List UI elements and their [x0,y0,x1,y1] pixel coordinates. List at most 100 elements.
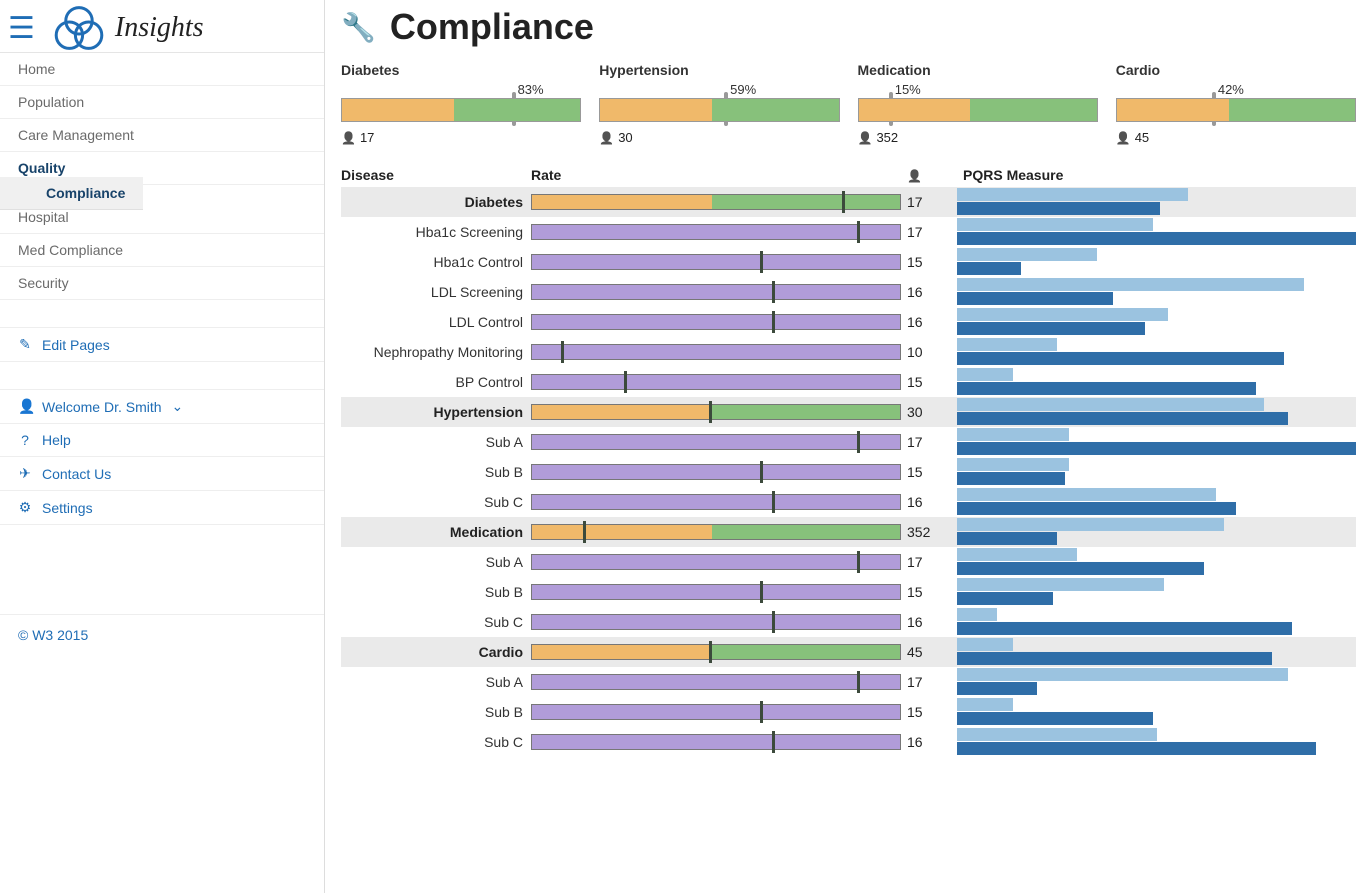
row-rate [531,637,901,667]
row-count: 17 [901,427,957,457]
row-label: Sub C [341,607,531,637]
summary-pct: 42% [1218,82,1244,97]
person-icon [858,130,873,145]
row-count: 15 [901,247,957,277]
sidebar-item-security[interactable]: Security [0,267,324,300]
row-pqrs [957,577,1356,607]
row-pqrs [957,187,1356,217]
row-rate [531,427,901,457]
rate-bar [531,584,901,600]
table-row[interactable]: Hba1c Screening 17 [341,217,1356,247]
summary-count: 45 [1116,130,1356,145]
table-row[interactable]: Hba1c Control 15 [341,247,1356,277]
row-label: Hba1c Control [341,247,531,277]
table-row[interactable]: Sub C 16 [341,727,1356,757]
table-row[interactable]: Sub B 15 [341,577,1356,607]
table-row[interactable]: Sub C 16 [341,487,1356,517]
row-rate [531,547,901,577]
table-row[interactable]: BP Control 15 [341,367,1356,397]
row-count: 17 [901,667,957,697]
summary-bar: 83% [341,84,581,124]
summary-card[interactable]: Cardio 42% 45 [1116,62,1356,145]
contact-us-label: Contact Us [42,466,111,482]
row-count: 16 [901,277,957,307]
pqrs-bar-dark [957,472,1065,485]
row-pqrs [957,697,1356,727]
rate-bar [531,734,901,750]
col-header-count [901,167,957,183]
summary-title: Medication [858,62,1098,78]
rate-bar [531,284,901,300]
table-group-header[interactable]: Cardio 45 [341,637,1356,667]
pencil-icon: ✎ [18,336,32,353]
rate-marker [772,731,775,753]
pqrs-bar-light [957,428,1069,441]
summary-card[interactable]: Medication 15% 352 [858,62,1098,145]
row-pqrs [957,307,1356,337]
pqrs-bar-dark [957,442,1356,455]
table-row[interactable]: Sub B 15 [341,457,1356,487]
rate-bar [531,434,901,450]
row-label: Sub C [341,727,531,757]
welcome-user-link[interactable]: 👤 Welcome Dr. Smith ⌄ [0,390,324,424]
pqrs-bar-light [957,188,1188,201]
rate-marker [760,581,763,603]
row-pqrs [957,607,1356,637]
rate-marker [709,641,712,663]
rate-marker [772,611,775,633]
sidebar-item-home[interactable]: Home [0,53,324,86]
row-pqrs [957,667,1356,697]
user-icon: 👤 [18,398,32,415]
row-count: 10 [901,337,957,367]
table-group-header[interactable]: Diabetes 17 [341,187,1356,217]
edit-pages-link[interactable]: ✎ Edit Pages [0,328,324,362]
row-count: 352 [901,517,957,547]
pqrs-bar-dark [957,262,1021,275]
table-group-header[interactable]: Medication 352 [341,517,1356,547]
sidebar-footer: © W3 2015 [0,615,324,655]
pqrs-bar-dark [957,352,1284,365]
settings-label: Settings [42,500,93,516]
hamburger-icon[interactable]: ☰ [8,11,35,46]
row-rate [531,577,901,607]
row-label: Diabetes [341,187,531,217]
table-row[interactable]: Sub A 17 [341,427,1356,457]
summary-card[interactable]: Hypertension 59% 30 [599,62,839,145]
help-link[interactable]: ? Help [0,424,324,457]
row-rate [531,307,901,337]
row-count: 15 [901,367,957,397]
summary-bar: 42% [1116,84,1356,124]
row-label: Cardio [341,637,531,667]
row-pqrs [957,367,1356,397]
row-rate [531,517,901,547]
table-row[interactable]: LDL Screening 16 [341,277,1356,307]
row-pqrs [957,547,1356,577]
main: 🔧 Compliance Diabetes 83% 17 Hypertensio… [325,0,1372,893]
row-rate [531,277,901,307]
sidebar-subitem-compliance[interactable]: Compliance [0,177,143,210]
rate-marker [624,371,627,393]
pqrs-bar-light [957,578,1164,591]
table-row[interactable]: Sub A 17 [341,547,1356,577]
rate-marker [760,251,763,273]
table-row[interactable]: Sub A 17 [341,667,1356,697]
sidebar-item-med-compliance[interactable]: Med Compliance [0,234,324,267]
col-header-disease: Disease [341,167,531,183]
pqrs-bar-dark [957,382,1256,395]
table-row[interactable]: Sub B 15 [341,697,1356,727]
table-row[interactable]: LDL Control 16 [341,307,1356,337]
rate-marker [857,551,860,573]
contact-us-link[interactable]: ✈ Contact Us [0,457,324,491]
summary-card[interactable]: Diabetes 83% 17 [341,62,581,145]
settings-link[interactable]: ⚙ Settings [0,491,324,525]
row-count: 30 [901,397,957,427]
table-row[interactable]: Nephropathy Monitoring 10 [341,337,1356,367]
summary-pct: 15% [895,82,921,97]
table-row[interactable]: Sub C 16 [341,607,1356,637]
sidebar-item-care-management[interactable]: Care Management [0,119,324,152]
rate-bar [531,554,901,570]
sidebar-item-population[interactable]: Population [0,86,324,119]
table-group-header[interactable]: Hypertension 30 [341,397,1356,427]
summary-title: Hypertension [599,62,839,78]
row-pqrs [957,637,1356,667]
